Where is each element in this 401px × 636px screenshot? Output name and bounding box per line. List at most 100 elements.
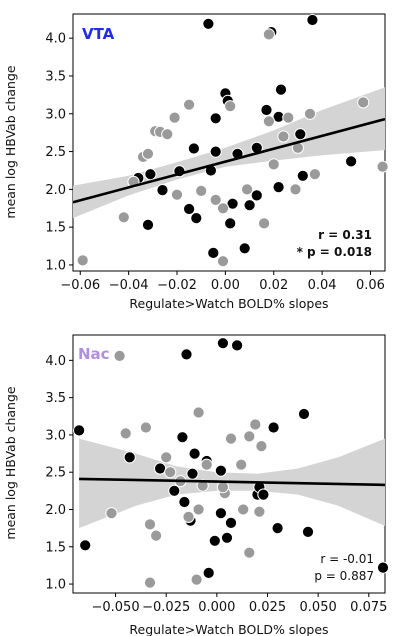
vta-point-s1-20 [209, 193, 222, 206]
nac-point-s1-12 [196, 479, 209, 492]
vta-y-tick-label: 4.0 [45, 32, 66, 47]
nac-point-s1-17 [182, 510, 195, 524]
nac-point-s0-3 [297, 407, 311, 421]
nac-x-axis-label: Regulate>Watch BOLD% slopes [129, 622, 328, 636]
vta-point-s0-20 [183, 202, 196, 216]
nac-x-tick-label: 0.075 [350, 600, 387, 615]
nac-point-s0-8 [176, 431, 189, 444]
vta-point-s1-1 [303, 107, 317, 120]
nac-point-s0-27 [376, 561, 390, 574]
vta-point-s0-14 [144, 168, 157, 181]
vta-point-s0-11 [187, 142, 200, 155]
nac-r-annotation: r = -0.01 [320, 552, 374, 566]
vta-x-tick-label: 0.02 [259, 278, 288, 293]
nac-title: Nac [78, 345, 110, 363]
nac-point-s0-24 [301, 525, 315, 539]
vta-point-s0-25 [250, 189, 263, 202]
vta-y-tick-label: 1.0 [45, 258, 66, 273]
nac-x-ticks: −0.050 −0.025 0.000 0.025 0.050 0.075 [91, 593, 387, 615]
nac-y-axis-label: mean log HBVab change [3, 386, 18, 540]
vta-points [76, 13, 389, 268]
vta-point-s0-0 [202, 17, 215, 30]
nac-y-ticks: 1.0 1.5 2.0 2.5 3.0 3.5 4.0 [45, 354, 73, 593]
vta-point-s1-13 [183, 98, 196, 111]
nac-point-s0-0 [180, 348, 193, 361]
vta-p-annotation: * p = 0.018 [297, 245, 372, 259]
vta-x-tick-label: −0.06 [60, 278, 100, 293]
vta-y-tick-label: 3.0 [45, 107, 66, 122]
vta-point-s1-22 [241, 183, 254, 196]
nac-point-s0-13 [178, 495, 191, 509]
vta-panel: −0.06 −0.04 −0.02 0.00 0.02 0.04 0.06 1.0 1.5 2.… [3, 13, 389, 311]
nac-point-s1-21 [150, 529, 163, 542]
nac-point-s1-19 [105, 507, 118, 520]
vta-y-tick-label: 1.5 [45, 221, 66, 236]
nac-point-s1-0 [113, 349, 126, 362]
nac-point-s1-1 [119, 427, 132, 440]
vta-point-s0-28 [207, 246, 220, 259]
vta-x-tick-label: −0.04 [109, 278, 149, 293]
nac-point-s0-21 [271, 522, 284, 535]
nac-point-s1-24 [143, 576, 157, 589]
nac-point-s1-16 [253, 505, 266, 518]
vta-confidence-band [73, 87, 385, 219]
nac-point-s1-8 [255, 440, 268, 453]
vta-x-axis-label: Regulate>Watch BOLD% slopes [129, 296, 328, 311]
nac-point-s0-25 [79, 539, 92, 552]
nac-point-s0-26 [202, 566, 215, 580]
vta-point-s1-5 [117, 211, 130, 224]
vta-point-s0-16 [141, 218, 155, 231]
vta-point-s0-6 [260, 103, 273, 117]
nac-point-s1-2 [139, 421, 152, 434]
nac-point-s0-2 [216, 337, 229, 350]
vta-point-s1-23 [258, 217, 271, 230]
vta-point-s0-21 [190, 212, 203, 225]
vta-point-s1-26 [308, 168, 321, 181]
nac-point-s1-25 [216, 481, 229, 494]
vta-point-s0-7 [274, 83, 288, 96]
nac-y-tick-label: 2.5 [45, 466, 66, 481]
nac-x-tick-label: 0.000 [198, 600, 235, 615]
vta-regression-line [72, 117, 386, 204]
vta-point-s1-21 [216, 202, 230, 215]
nac-y-tick-label: 1.5 [45, 540, 66, 555]
vta-point-s0-18 [209, 145, 222, 158]
nac-point-s0-22 [208, 534, 221, 547]
nac-point-s0-5 [73, 424, 86, 437]
nac-point-s1-10 [224, 432, 238, 445]
vta-point-s0-30 [345, 155, 358, 168]
nac-point-s1-13 [200, 458, 213, 471]
nac-point-s0-12 [168, 484, 181, 497]
nac-point-s1-4 [164, 466, 177, 479]
nac-y-tick-label: 2.0 [45, 503, 66, 518]
vta-point-s1-15 [262, 115, 275, 128]
nac-point-s1-3 [160, 451, 173, 464]
nac-point-s1-20 [143, 518, 157, 531]
vta-point-s1-16 [282, 111, 295, 124]
nac-point-s1-9 [235, 458, 248, 471]
nac-point-s0-1 [231, 339, 244, 352]
vta-point-s1-4 [76, 254, 89, 267]
vta-point-s0-29 [238, 242, 251, 255]
vta-point-s0-15 [156, 184, 169, 197]
nac-confidence-band [79, 438, 385, 529]
vta-x-tick-label: 0.00 [211, 278, 240, 293]
vta-point-s1-12 [168, 111, 181, 124]
nac-x-tick-label: −0.050 [91, 600, 139, 615]
vta-r-annotation: r = 0.31 [318, 228, 372, 242]
nac-y-tick-label: 3.0 [45, 428, 66, 443]
vta-point-s1-27 [216, 255, 230, 268]
vta-x-ticks: −0.06 −0.04 −0.02 0.00 0.02 0.04 0.06 [60, 271, 385, 293]
vta-y-tick-label: 3.5 [45, 69, 66, 84]
nac-point-s1-18 [192, 503, 205, 516]
nac-y-tick-label: 4.0 [45, 354, 66, 369]
vta-point-s1-18 [170, 188, 184, 201]
vta-point-s0-3 [209, 112, 222, 125]
nac-x-tick-label: 0.025 [249, 600, 286, 615]
nac-p-annotation: p = 0.887 [314, 569, 374, 583]
vta-x-tick-label: −0.02 [157, 278, 197, 293]
nac-point-s0-23 [220, 531, 234, 544]
nac-point-s0-6 [123, 451, 136, 464]
nac-regression-line [79, 477, 386, 487]
